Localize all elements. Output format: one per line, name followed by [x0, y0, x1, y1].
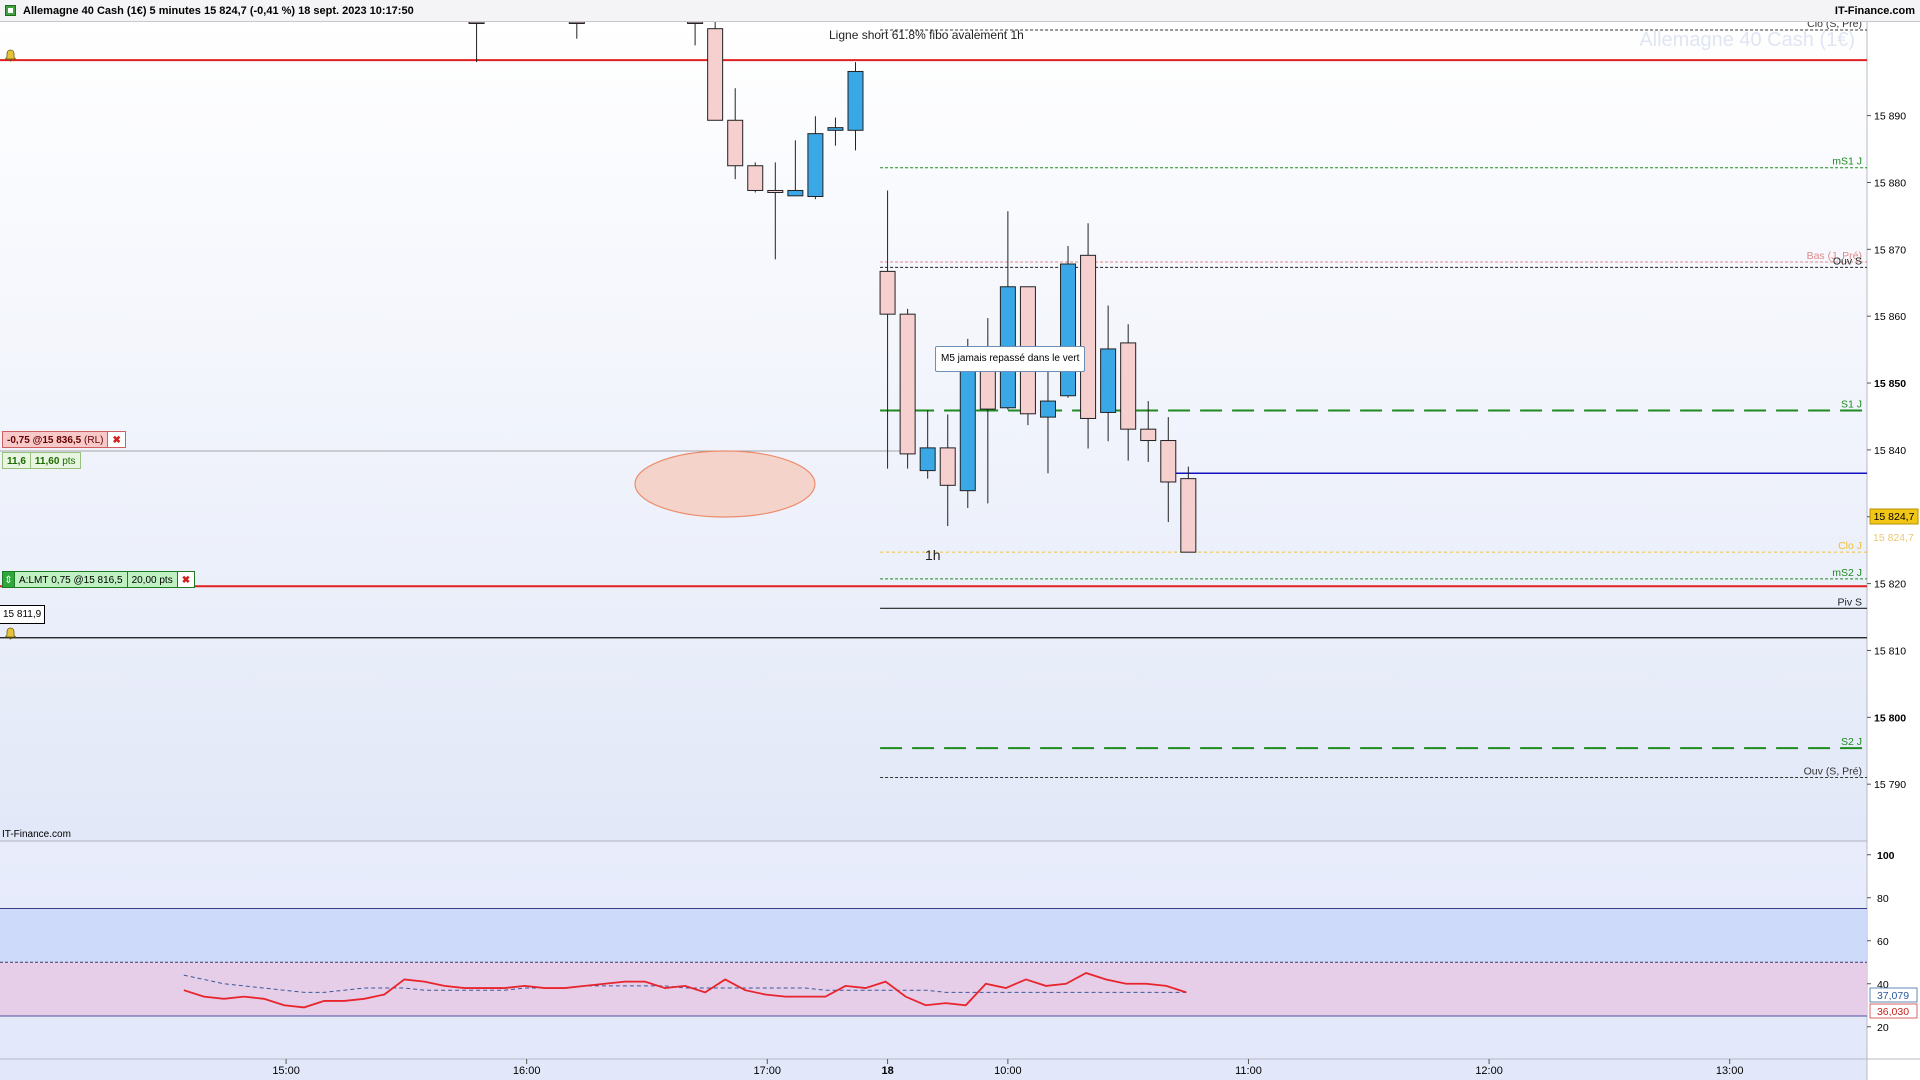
price-level-label: Clo J	[1838, 540, 1862, 552]
price-level-label: mS2 J	[1832, 567, 1862, 579]
price-level-label: Ouv (S, Pré)	[1804, 765, 1862, 777]
price-axis-tick-label: 15 810	[1874, 645, 1906, 657]
rsi-axis-tick-label: 20	[1877, 1022, 1889, 1034]
chart-header: Allemagne 40 Cash (1€) 5 minutes 15 824,…	[0, 0, 1920, 22]
candle-body	[687, 22, 704, 24]
last-price-box	[1869, 508, 1919, 525]
position-pnl: 11,6	[2, 452, 31, 469]
position-pnl-tag: 11,6 11,60 pts	[2, 452, 81, 469]
rsi-line-value: 37,079	[1877, 990, 1909, 1002]
price-panel-background	[0, 22, 1867, 841]
brand-label: IT-Finance.com	[1834, 5, 1915, 17]
price-axis-tick-label: 15 800	[1874, 712, 1906, 724]
cancel-order-icon[interactable]: ✖	[177, 571, 196, 588]
candle-body	[787, 189, 804, 197]
candle-body	[1180, 478, 1197, 553]
price-axis-tick-label: 15 790	[1874, 779, 1906, 791]
close-position-icon[interactable]: ✖	[108, 431, 126, 448]
position-tag[interactable]: -0,75 @15 836,5 (RL) ✖	[2, 431, 126, 448]
horizontal-level-tag[interactable]: 15 811,9	[0, 605, 46, 624]
price-axis-tick-label: 15 870	[1874, 244, 1906, 256]
time-axis-tick-label: 11:00	[1235, 1065, 1262, 1077]
candle-body	[1100, 348, 1117, 413]
candle-body	[827, 127, 844, 131]
time-axis-tick-label: 13:00	[1716, 1065, 1744, 1077]
rsi-axis-tick-label: 80	[1877, 893, 1889, 905]
time-axis-tick-label: 17:00	[754, 1065, 782, 1077]
price-level-label: Bas (J, Pré)	[1807, 250, 1862, 262]
time-axis-tick-label: 10:00	[994, 1065, 1022, 1077]
timeframe-annotation: 1h	[925, 547, 941, 563]
limit-order-label: A:LMT 0,75 @15 816,5	[15, 571, 128, 588]
price-levels: Clo (S, Pré) mS1 J Bas (J, Pré)Ouv S S1 J Cl…	[0, 22, 1867, 778]
price-axis-tick-label: 15 840	[1874, 445, 1906, 457]
candle-body	[1039, 400, 1056, 418]
candle-body	[847, 70, 864, 131]
price-level-label: Ouv S	[1833, 255, 1862, 267]
position-pts: 11,60 pts	[30, 452, 81, 469]
candle-body	[468, 22, 485, 24]
rsi-upper-zone	[0, 908, 1867, 963]
rsi-indicator	[0, 908, 1867, 1017]
candle-body	[747, 165, 764, 191]
candle-body	[807, 133, 824, 197]
candle-body	[879, 270, 896, 315]
rsi-axis-tick-label: 40	[1877, 979, 1889, 991]
candle-body	[939, 447, 956, 486]
price-level-label: S2 J	[1841, 736, 1862, 748]
rsi-axis-tick-label: 100	[1877, 850, 1895, 862]
rsi-neutral-band	[0, 962, 1867, 1016]
candle-body	[899, 313, 916, 455]
time-axis-tick-label: 15:00	[272, 1065, 300, 1077]
position-label: -0,75 @15 836,5 (RL)	[2, 431, 109, 448]
price-axis-tick-label: 15 820	[1874, 579, 1906, 591]
alert-bell-icon[interactable]	[4, 49, 17, 62]
candle-body	[707, 28, 724, 121]
rsi-signal-line	[183, 974, 1187, 993]
alert-bell-icon[interactable]	[4, 627, 17, 640]
price-level-label: S1 J	[1841, 398, 1862, 410]
candle-body	[767, 189, 784, 193]
instrument-icon	[5, 5, 16, 16]
note-annotation[interactable]: M5 jamais repassé dans le vert	[935, 346, 1086, 372]
rsi-axis-tick-label: 60	[1877, 936, 1889, 948]
rsi-line	[183, 972, 1187, 1009]
candle-body	[1160, 440, 1177, 483]
position-suffix: (RL)	[84, 435, 104, 446]
time-axis-tick-label: 12:00	[1475, 1065, 1503, 1077]
rsi-signal-value: 36,030	[1877, 1006, 1909, 1018]
rsi-signal-value-box	[1869, 1003, 1918, 1019]
chart-watermark: Allemagne 40 Cash (1€)	[1639, 29, 1855, 51]
rsi-line-value-box	[1869, 987, 1918, 1003]
candle-body	[919, 447, 936, 472]
candle-body	[568, 22, 585, 24]
time-axis-tick-label: 16:00	[513, 1065, 541, 1077]
candle-body	[1060, 263, 1077, 397]
time-axis-tick-label: 18	[881, 1065, 893, 1077]
price-axis-background	[1867, 22, 1920, 1080]
support-zone-ellipse	[634, 450, 816, 518]
fibo-annotation: Ligne short 61.8% fibo avalement 1h	[829, 28, 1024, 42]
candle-body	[1140, 428, 1157, 442]
price-level-label: mS1 J	[1832, 156, 1862, 168]
price-axis-tick-label: 15 890	[1874, 111, 1906, 123]
limit-order-distance: 20,00 pts	[127, 571, 178, 588]
last-price-label: 15 824,7	[1874, 511, 1915, 523]
position-pts-unit: pts	[62, 456, 76, 467]
price-axis-tick-label: 15 880	[1874, 177, 1906, 189]
candle-body	[1120, 342, 1137, 430]
chart-title: Allemagne 40 Cash (1€) 5 minutes 15 824,…	[23, 5, 414, 17]
indicator-source-label: IT-Finance.com	[2, 829, 71, 840]
price-axis-tick-label: 15 850	[1874, 378, 1906, 390]
price-level-label: Clo (S, Pré)	[1807, 22, 1862, 30]
price-level-label: Piv S	[1837, 596, 1862, 608]
candle-body	[727, 119, 744, 167]
price-axis-tick-label: 15 860	[1874, 311, 1906, 323]
limit-order-tag[interactable]: ⇕ A:LMT 0,75 @15 816,5 20,00 pts ✖	[2, 571, 196, 588]
candle-body	[1080, 254, 1097, 419]
chart-canvas[interactable]: Allemagne 40 Cash (1€) Clo (S, Pré) mS1 J…	[0, 22, 1920, 1080]
order-handle-icon[interactable]: ⇕	[2, 571, 15, 588]
last-price-ghost-label: 15 824,7	[1873, 532, 1914, 544]
